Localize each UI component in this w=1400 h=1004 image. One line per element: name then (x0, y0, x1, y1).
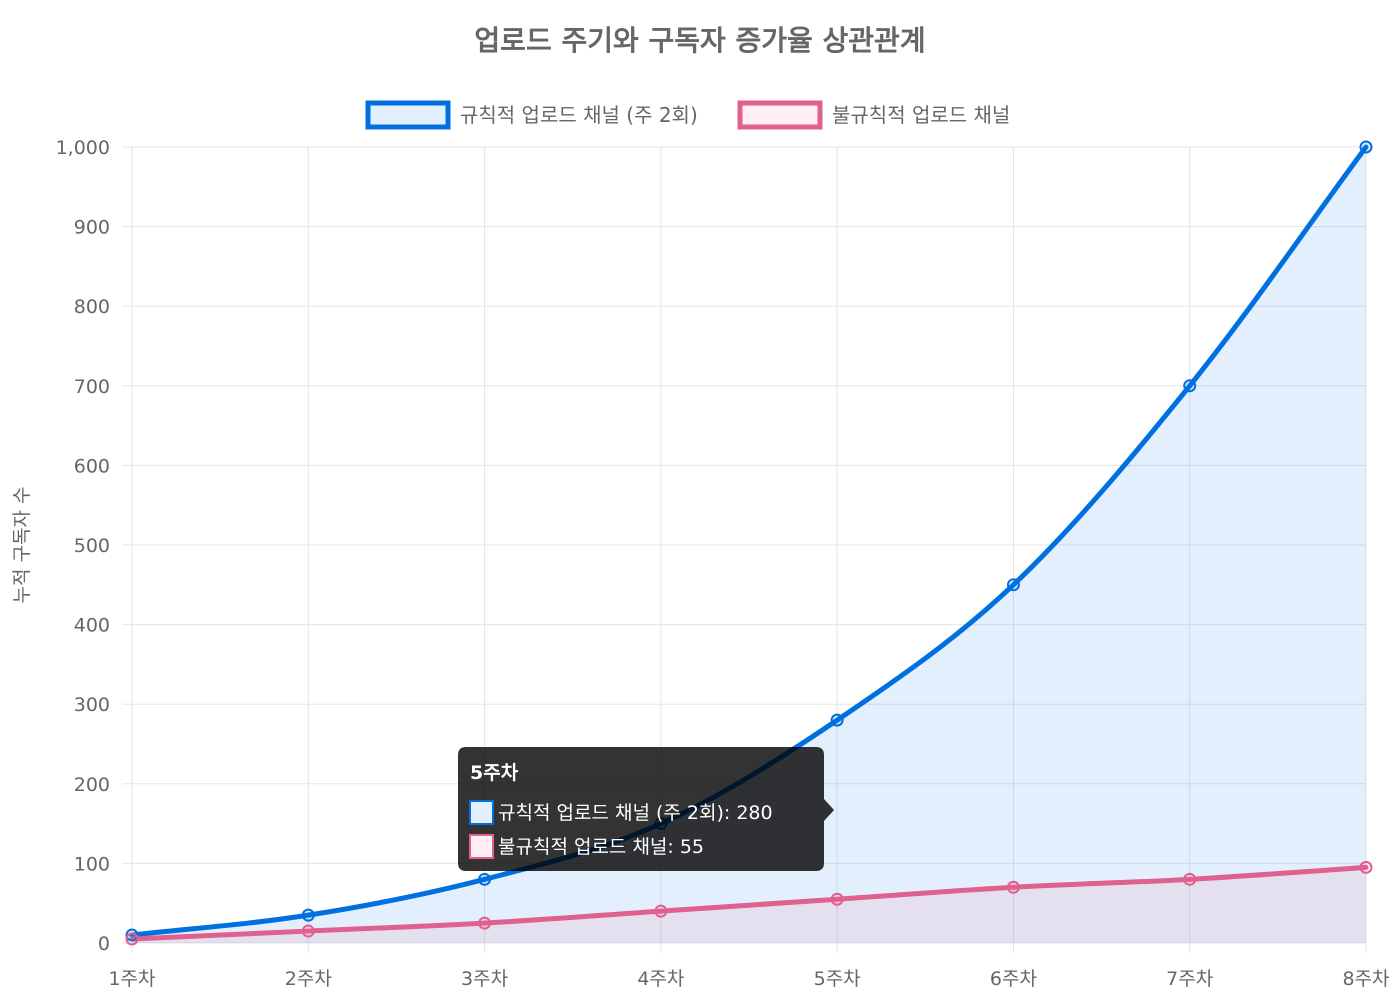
series-points (125, 140, 1373, 946)
y-tick-label: 200 (74, 774, 110, 796)
x-tick-label: 3주차 (461, 968, 508, 990)
y-tick-label: 300 (74, 694, 110, 716)
y-tick-label: 800 (74, 296, 110, 318)
series-1-point[interactable] (125, 928, 139, 942)
legend-item-2[interactable]: 불규칙적 업로드 채널 (737, 100, 1010, 130)
series-1-point[interactable] (301, 908, 315, 922)
x-tick-label: 2주차 (285, 968, 332, 990)
tooltip-swatch (469, 834, 494, 859)
tooltip-title: 5주차 (470, 762, 519, 784)
legend[interactable]: 규칙적 업로드 채널 (주 2회) 불규칙적 업로드 채널 (365, 100, 1010, 130)
series-layer (125, 140, 1373, 946)
x-tick-label: 7주차 (1166, 968, 1213, 990)
series-2-point[interactable] (478, 916, 492, 930)
x-axis: 1주차 2주차 3주차 4주차 5주차 6주차 7주차 8주차 (108, 968, 1389, 990)
legend-swatch (737, 100, 823, 130)
y-tick-label: 1,000 (56, 137, 110, 159)
y-tick-label: 400 (74, 615, 110, 637)
y-tick-label: 0 (98, 933, 110, 955)
x-tick-label: 1주차 (108, 968, 155, 990)
series-2-point[interactable] (1006, 880, 1020, 894)
series-1-point[interactable] (1359, 140, 1373, 154)
series-2-point[interactable] (301, 924, 315, 938)
x-tick-label: 4주차 (637, 968, 684, 990)
series-2-point[interactable] (1183, 872, 1197, 886)
series-2-point[interactable] (654, 904, 668, 918)
series-1-point[interactable] (1183, 379, 1197, 393)
series-1-point[interactable] (478, 872, 492, 886)
y-axis: 0 100 200 300 400 500 600 700 800 900 1,000 (56, 137, 110, 955)
tooltip-background (458, 747, 834, 871)
y-tick-label: 100 (74, 853, 110, 875)
tooltip-line: 불규칙적 업로드 채널: 55 (498, 836, 704, 858)
y-tick-label: 500 (74, 535, 110, 557)
x-tick-label: 6주차 (990, 968, 1037, 990)
series-2-point[interactable] (125, 932, 139, 946)
legend-label: 규칙적 업로드 채널 (주 2회) (460, 103, 698, 127)
series-1-area (132, 147, 1366, 943)
tooltip-swatch-bg (470, 835, 493, 858)
y-tick-label: 900 (74, 217, 110, 239)
tooltip-swatch-bg (470, 801, 493, 824)
series-1-point[interactable] (830, 713, 844, 727)
y-axis-title: 누적 구독자 수 (11, 487, 33, 604)
legend-label: 불규칙적 업로드 채널 (832, 103, 1010, 127)
y-tick-label: 700 (74, 376, 110, 398)
x-tick-label: 8주차 (1342, 968, 1389, 990)
tooltip-swatch (469, 800, 494, 825)
legend-swatch (365, 100, 451, 130)
series-1-point[interactable] (1006, 578, 1020, 592)
tooltip-line: 규칙적 업로드 채널 (주 2회): 280 (498, 802, 773, 824)
series-2-point[interactable] (1359, 860, 1373, 874)
series-2-point[interactable] (830, 892, 844, 906)
series-2-line (129, 864, 1369, 942)
y-tick-label: 600 (74, 455, 110, 477)
chart-title: 업로드 주기와 구독자 증가율 상관관계 (474, 24, 925, 57)
legend-item-1[interactable]: 규칙적 업로드 채널 (주 2회) (365, 100, 698, 130)
x-tick-label: 5주차 (814, 968, 861, 990)
